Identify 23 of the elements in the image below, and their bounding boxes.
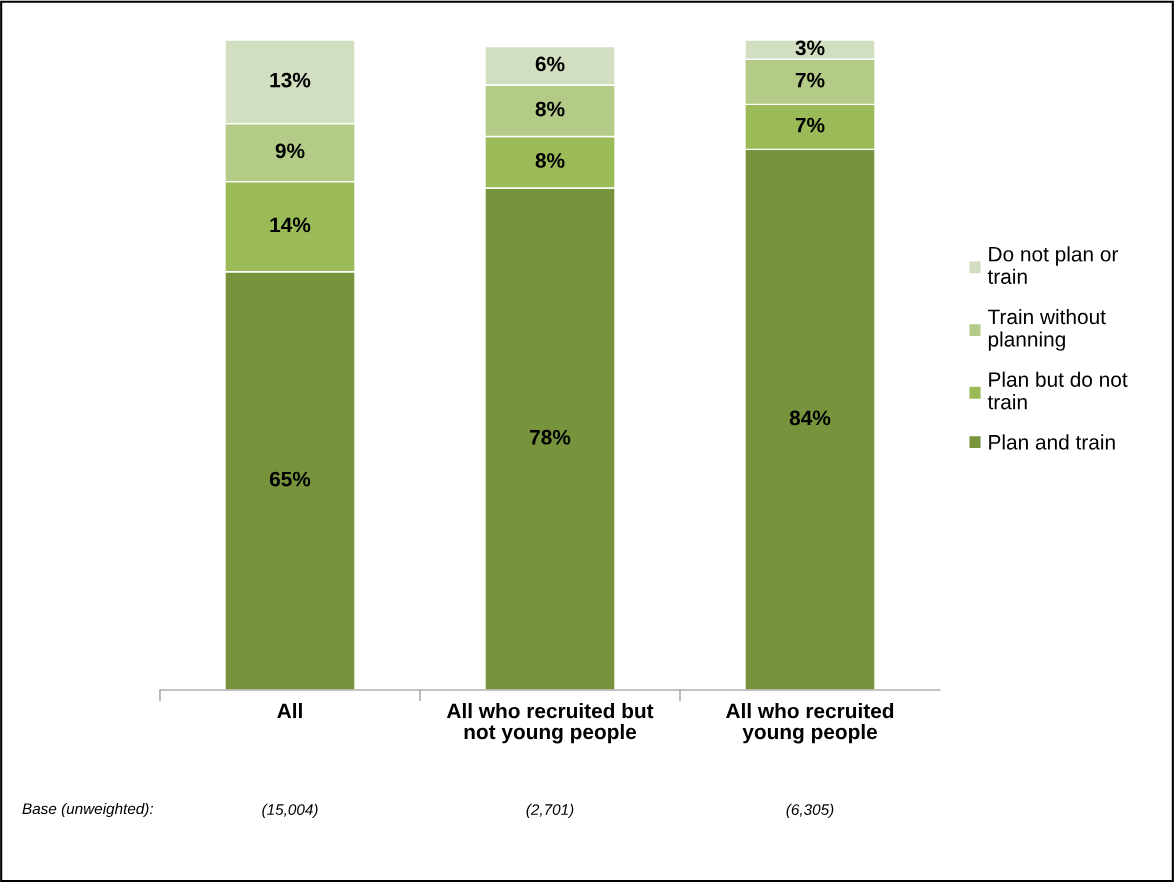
data-label: 6% — [535, 56, 565, 72]
data-label: 78% — [530, 429, 571, 445]
data-label: 8% — [535, 153, 565, 168]
data-label: 8% — [535, 101, 565, 117]
x-tick-label: All who recruited young people — [726, 703, 894, 744]
data-label: 65% — [269, 471, 311, 487]
text: (2,701) — [526, 803, 574, 819]
legend-label: Plan but do not train — [987, 371, 1128, 410]
data-label: 84% — [789, 410, 831, 426]
legend-label: Do not plan or train — [987, 246, 1119, 284]
legend-label: Train without planning — [987, 308, 1106, 351]
data-label: 7% — [795, 117, 825, 133]
data-label: 14% — [270, 217, 311, 233]
data-label: 13% — [270, 72, 311, 88]
text: Base (unweighted): — [22, 802, 154, 818]
data-label: 3% — [795, 40, 825, 56]
data-label: 9% — [275, 143, 305, 159]
x-tick-label: All — [277, 703, 302, 719]
legend-label: Plan and train — [989, 434, 1115, 450]
text: (6,305) — [786, 803, 834, 819]
data-label: 7% — [795, 72, 825, 88]
x-tick-label: All who recruited but not young people — [446, 703, 654, 744]
text: (15,004) — [262, 803, 318, 819]
